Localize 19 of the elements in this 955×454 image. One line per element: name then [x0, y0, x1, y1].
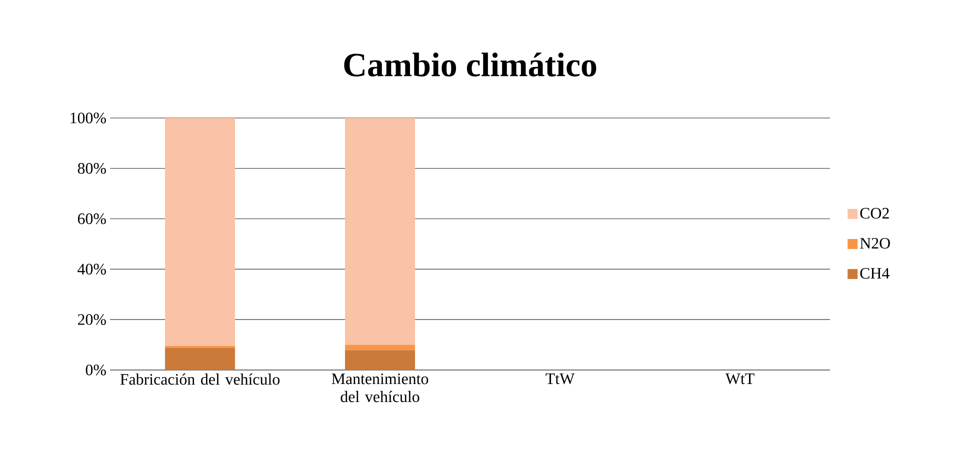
bar [345, 350, 416, 370]
bar [345, 344, 416, 350]
legend-label: CH4 [860, 268, 890, 279]
y-tick-label: 60% [78, 213, 106, 224]
x-tick-label: Mantenimiento del vehículo [332, 374, 428, 402]
x-tick-label: WtT [725, 374, 754, 384]
legend-label: N2O [860, 238, 890, 249]
y-tick-label: 80% [78, 162, 106, 174]
legend-label: CO2 [860, 208, 889, 219]
chart-title: Cambio climático [344, 52, 596, 76]
y-tick-label: 100% [70, 112, 106, 124]
bar [345, 118, 416, 345]
y-tick-label: 20% [78, 314, 106, 325]
x-tick-label: Fabricación del vehículo [120, 374, 280, 385]
y-tick-label: 0% [86, 364, 106, 376]
bar [165, 118, 236, 346]
bar [165, 348, 236, 370]
x-tick-label: TtW [546, 374, 575, 384]
y-tick-label: 40% [78, 264, 106, 275]
